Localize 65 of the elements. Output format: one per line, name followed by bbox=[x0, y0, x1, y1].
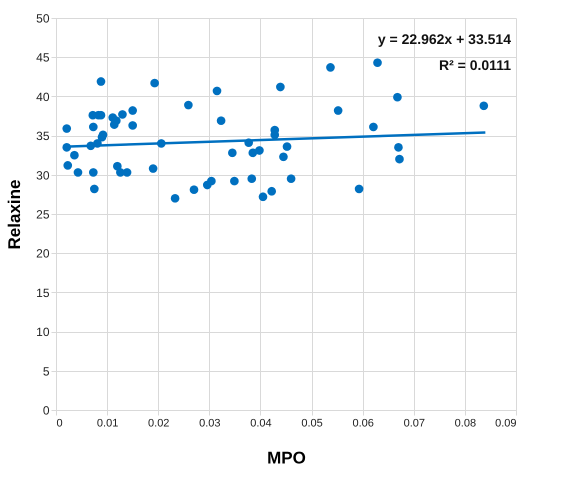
point bbox=[248, 148, 258, 158]
y-tick-label: 10 bbox=[36, 325, 50, 340]
point bbox=[88, 122, 98, 132]
point bbox=[230, 176, 239, 186]
point bbox=[369, 122, 378, 132]
y-tick-label: 20 bbox=[36, 246, 50, 261]
point bbox=[148, 164, 158, 173]
y-tick-label: 0 bbox=[42, 404, 50, 418]
x-tick-label: 0.03 bbox=[199, 418, 221, 430]
y-tick-label: 35 bbox=[36, 129, 50, 144]
point bbox=[170, 194, 180, 203]
point bbox=[394, 143, 403, 152]
point bbox=[258, 192, 268, 202]
point bbox=[128, 106, 137, 115]
point bbox=[207, 176, 216, 186]
point bbox=[276, 82, 285, 92]
annotation: y = 22.962x + 33.514 bbox=[378, 31, 512, 47]
x-tick-label: 0.09 bbox=[495, 418, 516, 430]
point bbox=[74, 168, 82, 177]
point bbox=[255, 146, 264, 155]
y-tick-label: 15 bbox=[36, 286, 50, 300]
point bbox=[128, 121, 137, 130]
y-tick-label: 5 bbox=[42, 364, 50, 378]
x-tick-label: 0.05 bbox=[301, 418, 323, 430]
x-tick-label: 0.06 bbox=[352, 418, 374, 430]
point bbox=[267, 186, 276, 196]
point bbox=[88, 168, 98, 177]
x-tick-label: 0.08 bbox=[454, 418, 476, 430]
point bbox=[247, 174, 256, 184]
x-tick-label: 0 bbox=[56, 418, 63, 430]
point bbox=[96, 77, 106, 86]
x-tick-label: 0.07 bbox=[404, 418, 425, 430]
y-tick-label: 45 bbox=[36, 50, 50, 65]
x-axis-title: MPO bbox=[267, 448, 306, 468]
y-tick-label: 40 bbox=[36, 90, 50, 104]
point bbox=[334, 106, 342, 115]
point bbox=[216, 116, 226, 126]
point bbox=[63, 161, 72, 170]
point bbox=[279, 152, 288, 162]
y-axis-title: Relaxine bbox=[5, 180, 24, 250]
point bbox=[228, 148, 237, 158]
point bbox=[122, 168, 132, 177]
y-tick-label: 50 bbox=[36, 12, 50, 26]
point bbox=[354, 184, 364, 194]
y-tick-label: 25 bbox=[36, 208, 50, 222]
point bbox=[479, 101, 488, 110]
point bbox=[326, 63, 335, 72]
point bbox=[212, 86, 222, 96]
x-tick-label: 0.02 bbox=[148, 418, 170, 430]
point bbox=[118, 110, 127, 119]
point bbox=[373, 58, 382, 68]
point bbox=[393, 92, 402, 102]
point bbox=[70, 150, 79, 160]
point bbox=[184, 100, 193, 110]
x-tick-label: 0.04 bbox=[250, 418, 272, 430]
point bbox=[286, 174, 296, 184]
point bbox=[190, 185, 198, 194]
point bbox=[395, 154, 404, 164]
point bbox=[282, 142, 292, 151]
point bbox=[62, 124, 72, 133]
annotation: R² = 0.0111 bbox=[438, 57, 512, 73]
y-tick-label: 30 bbox=[36, 168, 50, 182]
x-tick-label: 0.01 bbox=[96, 418, 118, 430]
point bbox=[90, 184, 99, 194]
point bbox=[150, 78, 159, 88]
